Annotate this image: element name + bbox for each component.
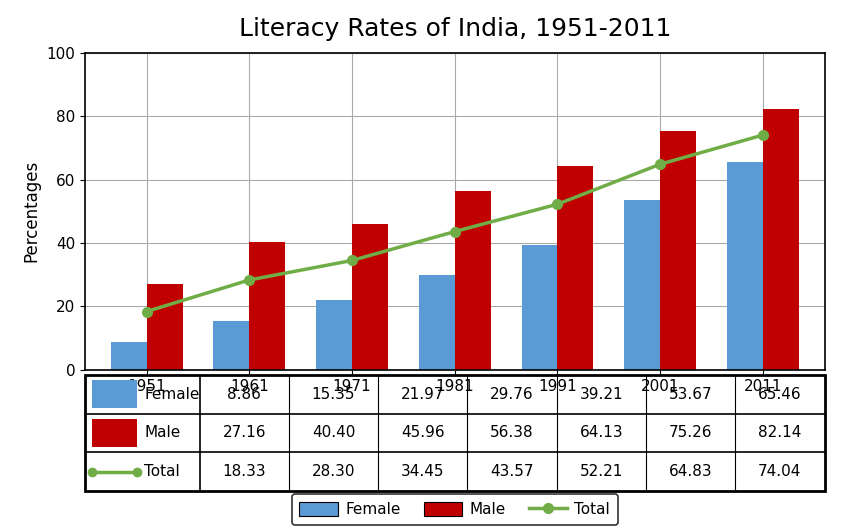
- Bar: [522, 246, 558, 370]
- Text: 21.97: 21.97: [401, 386, 445, 402]
- Bar: [455, 191, 490, 370]
- Bar: [93, 380, 137, 408]
- Y-axis label: Percentages: Percentages: [23, 160, 41, 262]
- Bar: [93, 419, 137, 447]
- Text: 45.96: 45.96: [401, 426, 445, 440]
- Bar: [316, 300, 352, 370]
- Bar: [624, 200, 660, 370]
- Text: 28.30: 28.30: [312, 464, 355, 479]
- Text: 29.76: 29.76: [490, 386, 534, 402]
- Text: 15.35: 15.35: [312, 386, 355, 402]
- Text: 75.26: 75.26: [669, 426, 712, 440]
- Text: 52.21: 52.21: [580, 464, 623, 479]
- Bar: [213, 321, 249, 370]
- Bar: [419, 275, 455, 370]
- Text: 82.14: 82.14: [758, 426, 802, 440]
- Bar: [558, 166, 593, 370]
- Bar: [727, 162, 763, 370]
- Text: 64.83: 64.83: [669, 464, 712, 479]
- Text: 65.46: 65.46: [758, 386, 802, 402]
- Text: 8.86: 8.86: [227, 386, 261, 402]
- Bar: [249, 242, 286, 370]
- Text: 18.33: 18.33: [223, 464, 266, 479]
- Bar: [146, 284, 183, 370]
- Bar: [110, 342, 146, 370]
- Legend: Female, Male, Total: Female, Male, Total: [292, 494, 618, 525]
- Text: 43.57: 43.57: [490, 464, 534, 479]
- Text: 74.04: 74.04: [758, 464, 802, 479]
- Text: 27.16: 27.16: [223, 426, 266, 440]
- Text: 39.21: 39.21: [580, 386, 623, 402]
- Text: Female: Female: [144, 386, 200, 402]
- Text: 64.13: 64.13: [580, 426, 623, 440]
- Bar: [352, 224, 388, 370]
- Title: Literacy Rates of India, 1951-2011: Literacy Rates of India, 1951-2011: [239, 17, 671, 41]
- Text: 34.45: 34.45: [401, 464, 445, 479]
- Text: Total: Total: [144, 464, 180, 479]
- Text: 53.67: 53.67: [669, 386, 712, 402]
- Text: 40.40: 40.40: [312, 426, 355, 440]
- Text: 56.38: 56.38: [490, 426, 534, 440]
- Bar: [763, 109, 799, 370]
- Text: Male: Male: [144, 426, 180, 440]
- Bar: [660, 131, 696, 370]
